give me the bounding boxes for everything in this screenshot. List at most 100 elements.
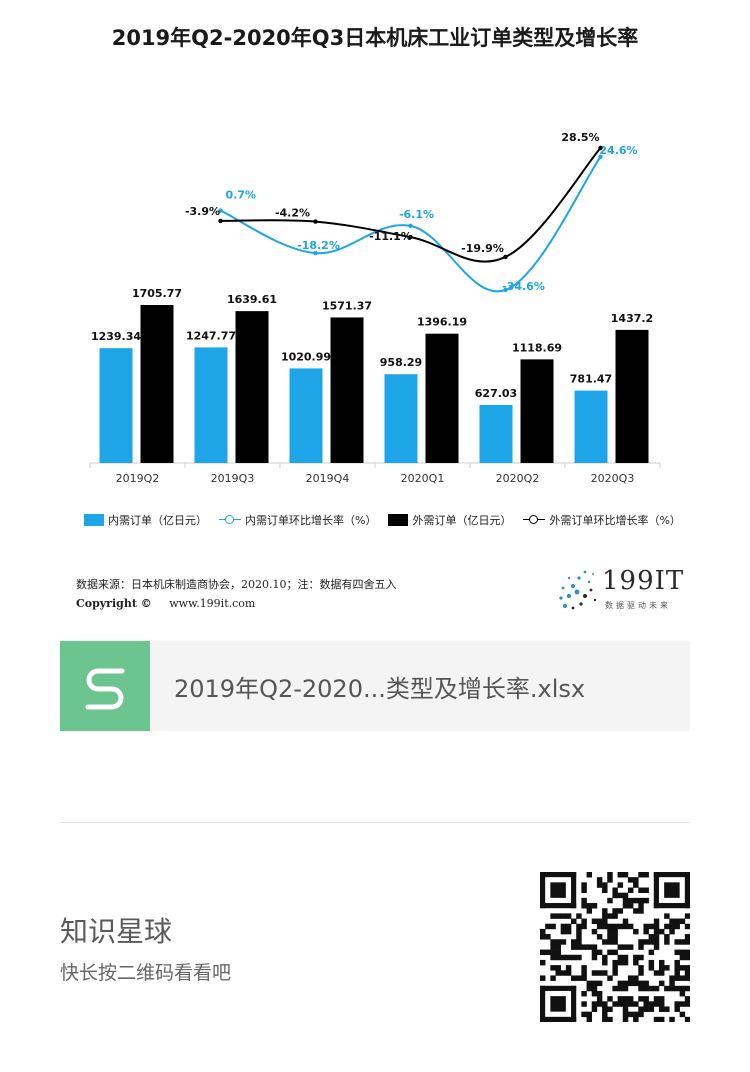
legend-item-foreign-rate: 外需订单环比增长率（%） xyxy=(523,512,681,528)
qr-module xyxy=(648,934,655,940)
qr-module xyxy=(617,923,624,930)
qr-module xyxy=(581,1011,587,1018)
qr-module xyxy=(555,939,561,945)
qr-module xyxy=(596,980,603,987)
file-attachment-card[interactable]: 2019年Q2-2020...类型及增长率.xlsx xyxy=(60,641,690,731)
qr-module xyxy=(607,1016,613,1022)
qr-module xyxy=(617,892,624,899)
qr-module xyxy=(684,913,690,919)
qr-module xyxy=(581,970,587,976)
qr-module xyxy=(591,928,598,935)
qr-module xyxy=(674,949,680,956)
chart-title: 2019年Q2-2020年Q3日本机床工业订单类型及增长率 xyxy=(111,26,639,50)
qr-module xyxy=(571,975,577,981)
promo-title: 知识星球 xyxy=(60,915,173,948)
qr-module xyxy=(638,887,644,893)
qr-module xyxy=(612,959,618,966)
qr-module xyxy=(607,939,613,945)
qr-module xyxy=(679,1001,686,1007)
qr-module xyxy=(612,928,618,935)
divider xyxy=(60,822,690,823)
qr-module xyxy=(612,965,618,971)
qr-module xyxy=(643,996,649,1002)
qr-module xyxy=(565,923,572,930)
rate-label-domestic: -6.1% xyxy=(399,208,434,221)
qr-module xyxy=(638,939,644,945)
data-label-foreign: 1118.69 xyxy=(512,341,562,354)
qr-module xyxy=(550,975,556,981)
qr-module xyxy=(627,903,634,909)
qr-module xyxy=(607,913,613,919)
qr-module xyxy=(571,985,577,1022)
qr-module xyxy=(643,897,649,904)
qr-module xyxy=(638,954,644,961)
qr-module xyxy=(622,944,629,950)
qr-module xyxy=(658,1001,665,1007)
qr-module xyxy=(674,985,680,992)
qr-module xyxy=(684,1001,690,1007)
qr-module xyxy=(607,923,613,930)
qr-module xyxy=(653,985,660,992)
qr-module xyxy=(617,959,624,966)
qr-module xyxy=(581,975,587,981)
qr-module xyxy=(581,882,587,888)
qr-module xyxy=(555,949,561,956)
qr-module xyxy=(633,980,639,987)
point-domestic-rate xyxy=(408,223,413,229)
qr-module xyxy=(602,887,608,893)
qr-module xyxy=(664,985,670,992)
qr-module xyxy=(560,954,567,961)
legend-swatch-domestic xyxy=(84,514,104,526)
qr-module xyxy=(658,980,665,987)
qr-module xyxy=(591,954,598,961)
qr-module xyxy=(684,954,690,961)
qr-module xyxy=(545,949,551,956)
logo-text: 199IT xyxy=(602,566,685,596)
qr-module xyxy=(596,949,603,956)
qr-module xyxy=(669,1016,675,1022)
data-label-foreign: 1705.77 xyxy=(132,287,182,300)
qr-module xyxy=(684,939,690,945)
qr-module xyxy=(633,897,639,904)
qr-module xyxy=(633,1016,639,1022)
qr-module xyxy=(633,959,639,966)
qr-module xyxy=(669,985,675,992)
qr-module xyxy=(602,959,608,966)
qr-module xyxy=(674,918,680,925)
qr-module xyxy=(627,1011,634,1018)
website-link[interactable]: www.199it.com xyxy=(169,597,256,610)
bar-foreign-orders xyxy=(140,305,174,463)
qr-module xyxy=(591,1001,598,1007)
qr-module xyxy=(674,939,680,945)
point-domestic-rate xyxy=(503,287,508,293)
qr-module xyxy=(669,975,675,981)
qr-module xyxy=(643,1001,649,1007)
qr-module xyxy=(607,928,613,935)
qr-code[interactable] xyxy=(540,872,690,1022)
qr-module xyxy=(540,928,546,935)
qr-module xyxy=(653,928,660,935)
qr-module xyxy=(648,1006,655,1012)
qr-module xyxy=(591,918,598,925)
promo-subtitle: 快长按二维码看看吧 xyxy=(60,962,232,984)
legend-label-foreign-rate: 外需订单环比增长率（%） xyxy=(549,514,681,527)
qr-module xyxy=(627,944,634,950)
qr-module xyxy=(658,965,665,971)
qr-module xyxy=(540,959,546,966)
qr-module xyxy=(627,975,634,981)
qr-module xyxy=(571,872,577,909)
qr-module xyxy=(596,990,603,997)
qr-module xyxy=(550,939,556,945)
qr-module xyxy=(617,882,624,888)
qr-module xyxy=(550,996,566,1012)
qr-module xyxy=(674,959,680,966)
qr-module xyxy=(638,1006,644,1012)
bar-domestic-orders xyxy=(574,390,608,463)
legend-swatch-domestic-rate xyxy=(219,514,241,526)
qr-module xyxy=(638,908,644,914)
qr-module xyxy=(664,923,670,930)
qr-module xyxy=(612,949,618,956)
qr-module xyxy=(617,944,624,950)
qr-module xyxy=(540,934,546,940)
qr-module xyxy=(540,949,546,956)
